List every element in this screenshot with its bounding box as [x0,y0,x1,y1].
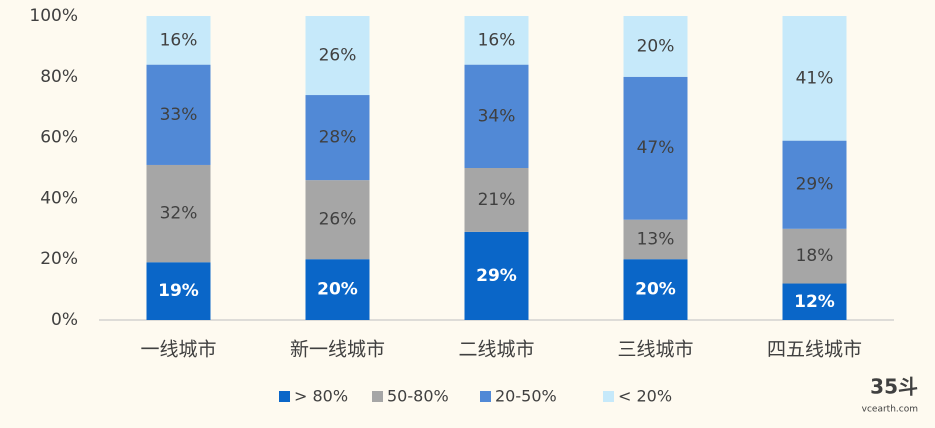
legend-swatch [279,391,290,402]
legend-swatch [372,391,383,402]
bar-segment [146,16,211,65]
value-label: 19% [158,281,199,301]
x-tick-label: 一线城市 [140,339,216,361]
bar-segment [623,219,688,260]
bar-segment [782,283,847,320]
value-label: 16% [160,30,198,50]
bar-segment [305,180,370,260]
value-label: 47% [637,138,675,158]
bar-segment [464,168,529,232]
value-label: 26% [319,210,357,230]
y-tick-label: 60% [40,128,78,148]
bar-segment [305,16,370,96]
bar-segment [623,259,688,320]
y-tick-label: 0% [51,310,78,330]
y-tick-label: 100% [29,6,78,26]
bar-segment [305,259,370,320]
value-label: 26% [319,46,357,66]
legend-swatch [603,391,614,402]
bar-segment [464,231,529,320]
bar-segment [146,262,211,320]
bar-segment [782,16,847,141]
bar-segment [464,64,529,168]
watermark-brand: 35斗 [870,375,918,399]
y-tick-label: 20% [40,249,78,269]
bar-segment [146,64,211,165]
value-label: 18% [796,246,834,266]
value-label: 21% [478,190,516,210]
value-label: 20% [635,280,676,300]
x-tick-label: 二线城市 [458,339,534,361]
bar-segment [146,164,211,263]
legend-swatch [480,391,491,402]
value-label: 13% [637,229,675,249]
bar-segment [305,95,370,181]
bar-segment [782,140,847,229]
value-label: 28% [319,128,357,148]
value-label: 16% [478,30,516,50]
bar-segment [782,228,847,284]
value-label: 29% [476,266,517,286]
x-tick-label: 三线城市 [617,339,693,361]
legend-label: 50-80% [387,387,449,406]
value-label: 20% [637,36,675,56]
legend-label: 20-50% [495,387,557,406]
value-label: 29% [796,175,834,195]
watermark-site: vcearth.com [862,405,918,415]
value-label: 34% [478,106,516,126]
x-tick-label: 四五线城市 [767,339,862,361]
bar-segment [623,16,688,77]
legend-label: > 80% [294,387,348,406]
bar-segment [623,76,688,220]
value-label: 41% [796,68,834,88]
value-label: 33% [160,105,198,125]
value-label: 20% [317,280,358,300]
legend-label: < 20% [618,387,672,406]
y-tick-label: 80% [40,67,78,87]
y-tick-label: 40% [40,188,78,208]
x-tick-label: 新一线城市 [290,339,385,361]
bar-segment [464,16,529,65]
value-label: 32% [160,204,198,224]
value-label: 12% [794,292,835,312]
